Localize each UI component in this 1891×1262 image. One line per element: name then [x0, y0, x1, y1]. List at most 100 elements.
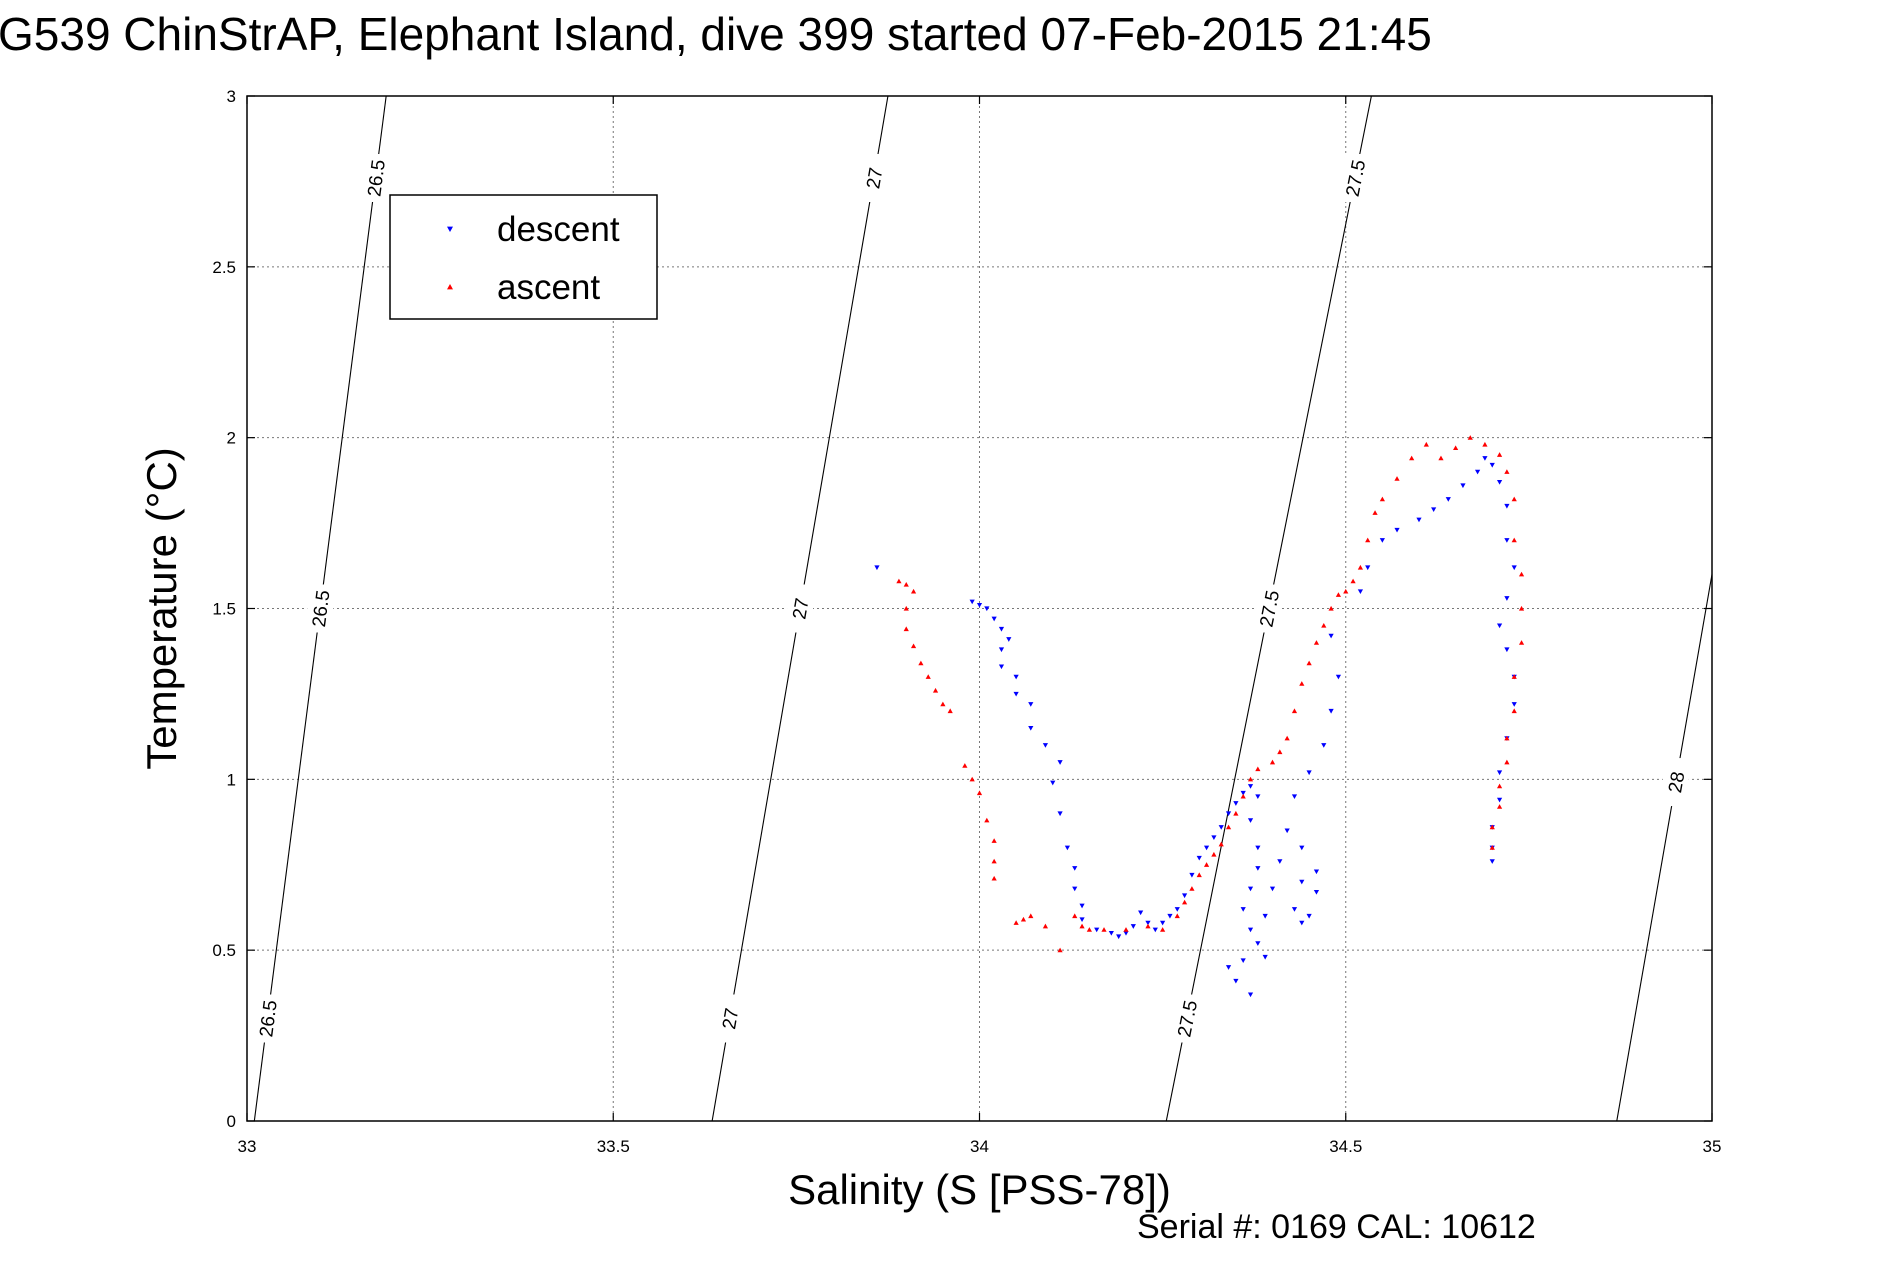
- descent-point: [1291, 794, 1298, 800]
- descent-point: [1006, 637, 1012, 642]
- ascent-point: [903, 626, 909, 632]
- descent-point: [998, 647, 1005, 653]
- descent-point: [1160, 920, 1166, 926]
- ascent-point: [1438, 455, 1444, 461]
- descent-point: [1328, 708, 1334, 714]
- descent-point: [1240, 958, 1246, 964]
- descent-point: [1196, 855, 1202, 861]
- descent-point: [1269, 886, 1276, 892]
- descent-point: [1057, 760, 1063, 765]
- legend-box: [389, 194, 658, 320]
- isopycnal-label-gap: [362, 154, 389, 202]
- ascent-point: [1160, 927, 1166, 932]
- ascent-point: [1189, 886, 1195, 891]
- ascent-point: [976, 790, 983, 796]
- descent-point: [1057, 811, 1063, 817]
- descent-point: [1225, 965, 1232, 970]
- descent-point: [1357, 589, 1363, 595]
- ascent-point: [1394, 476, 1400, 481]
- descent-point: [1504, 596, 1510, 601]
- ascent-point: [1306, 660, 1312, 666]
- ascent-point: [1511, 537, 1517, 543]
- descent-point: [1379, 538, 1385, 543]
- ascent-point: [1203, 862, 1210, 867]
- y-axis-label: Temperature (°C): [138, 447, 185, 770]
- descent-point: [1079, 903, 1085, 909]
- descent-point: [1299, 920, 1305, 926]
- ascent-point: [1511, 708, 1517, 714]
- isopycnal-label: 27: [719, 1007, 743, 1031]
- ascent-point: [1284, 735, 1290, 741]
- descent-point: [1394, 527, 1400, 533]
- descent-point: [1247, 992, 1254, 998]
- ascent-point: [1233, 810, 1239, 816]
- descent-point: [1240, 907, 1246, 912]
- descent-point: [1028, 726, 1034, 731]
- ascent-point: [925, 674, 931, 679]
- ascent-point: [1511, 496, 1517, 502]
- descent-point: [1284, 828, 1290, 834]
- ascent-point: [1255, 766, 1261, 772]
- legend-label: descent: [497, 210, 620, 249]
- descent-point: [1094, 927, 1100, 933]
- ascent-point: [1518, 605, 1525, 611]
- ascent-point: [1511, 674, 1517, 679]
- ascent-point: [1482, 441, 1488, 447]
- isopycnal-label-gap: [1255, 584, 1282, 633]
- ascent-point: [1299, 681, 1305, 686]
- descent-point: [1247, 927, 1254, 933]
- descent-point: [1247, 784, 1254, 789]
- descent-point: [1145, 920, 1151, 926]
- ascent-point: [1269, 759, 1276, 765]
- descent-point: [1313, 869, 1320, 875]
- x-axis-label: Salinity (S [PSS-78]): [788, 1166, 1171, 1213]
- ascent-point: [1504, 469, 1510, 474]
- descent-point: [1079, 917, 1085, 923]
- descent-point: [1240, 790, 1246, 796]
- descent-point: [1116, 934, 1122, 940]
- ascent-point: [1379, 496, 1385, 502]
- isopycnal-label: 27: [789, 597, 813, 621]
- ascent-point: [1321, 622, 1327, 628]
- descent-point: [1416, 517, 1422, 523]
- x-tick-label: 34: [970, 1137, 989, 1156]
- ascent-point: [910, 643, 917, 649]
- descent-point: [1152, 927, 1158, 933]
- isopycnal-label-gap: [860, 154, 887, 202]
- ascent-point: [1496, 452, 1503, 457]
- x-tick-label: 33.5: [597, 1137, 630, 1156]
- ascent-point: [991, 858, 997, 864]
- y-tick-label: 1.5: [212, 600, 236, 619]
- ascent-point: [1357, 564, 1363, 570]
- descent-point: [1218, 825, 1224, 830]
- series-ascent: [896, 435, 1525, 953]
- ascent-point: [910, 588, 917, 594]
- ascent-point: [1247, 776, 1254, 782]
- descent-point: [1291, 907, 1298, 912]
- ascent-point: [1218, 841, 1224, 847]
- descent-point: [991, 616, 997, 622]
- y-tick-label: 1: [227, 770, 236, 789]
- descent-point: [1445, 497, 1451, 502]
- descent-point: [1255, 866, 1261, 871]
- descent-point: [1431, 507, 1437, 513]
- descent-point: [969, 599, 975, 605]
- ascent-point: [1467, 435, 1473, 440]
- descent-point: [1233, 801, 1239, 806]
- ascent-point: [1489, 824, 1495, 830]
- ascent-point: [1350, 578, 1356, 584]
- descent-point: [1511, 702, 1517, 707]
- ascent-point: [991, 875, 997, 881]
- isopycnal-label-gap: [1341, 154, 1368, 202]
- ascent-point: [903, 581, 909, 587]
- ascent-point: [1328, 605, 1334, 611]
- descent-point: [1504, 503, 1510, 509]
- ascent-point: [1518, 571, 1525, 577]
- ascent-point: [1365, 537, 1371, 543]
- legend-entry-ascent: ascent: [447, 268, 600, 307]
- descent-point: [1211, 835, 1217, 841]
- descent-point: [998, 626, 1005, 632]
- descent-point: [1299, 879, 1305, 885]
- ascent-point: [1013, 920, 1019, 925]
